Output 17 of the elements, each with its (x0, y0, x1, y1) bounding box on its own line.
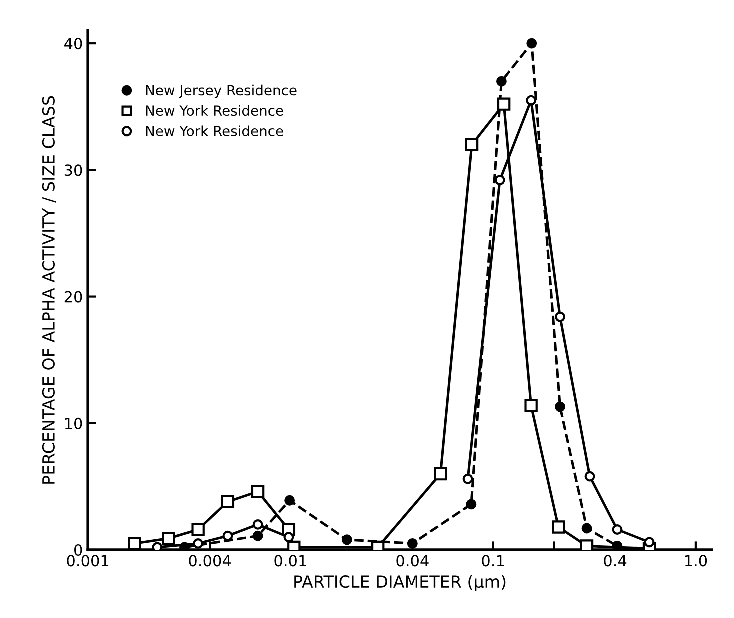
x-tick-label: 0.001 (67, 555, 109, 567)
x-tick-label: 0.1 (482, 555, 504, 567)
y-axis-title: PERCENTAGE OF ALPHA ACTIVITY / SIZE CLASS (42, 96, 56, 484)
x-tick-label: 0.004 (189, 555, 232, 567)
legend-label: New York Residence (146, 105, 284, 116)
x-axis-title: PARTICLE DIAMETER (µm) (294, 575, 506, 592)
y-tick-label: 0 (74, 544, 82, 556)
x-tick-label: 1.0 (685, 555, 708, 567)
x-tick-label: 0.01 (274, 555, 306, 567)
x-tick-label: 0.4 (604, 555, 627, 567)
x-tick-label: 0.04 (396, 555, 429, 567)
legend-label: New Jersey Residence (146, 84, 297, 98)
y-tick-label: 20 (64, 291, 82, 303)
y-tick-label: 30 (64, 164, 82, 176)
y-tick-label: 10 (65, 418, 82, 430)
legend-label: New York Residence (146, 126, 284, 136)
y-tick-label: 40 (64, 38, 82, 50)
